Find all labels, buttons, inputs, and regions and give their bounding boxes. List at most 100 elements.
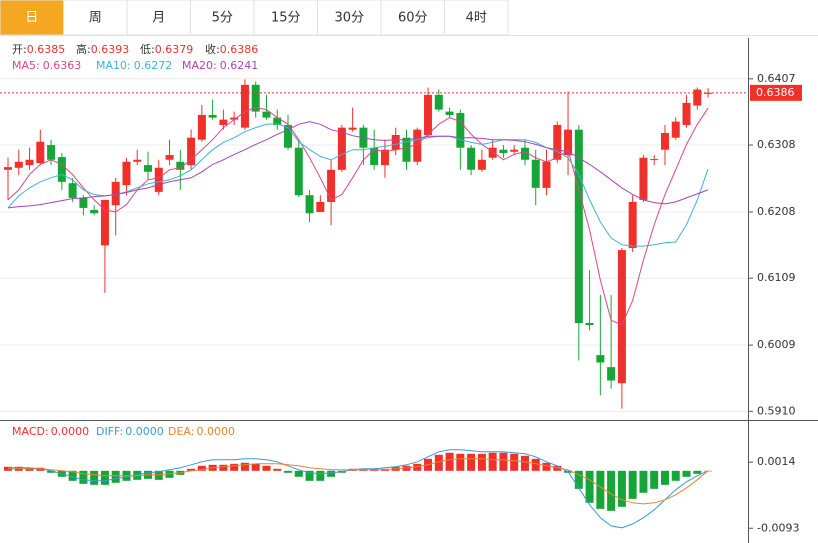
macd-legend-name: DIFF: [96,425,123,438]
macd-bar [520,455,529,471]
ohlc-value: 0.6386 [220,43,259,56]
ma-legend-value: 0.6241 [220,59,259,72]
last-price-label: 0.6386 [756,86,795,99]
tab-label[interactable]: 5分 [212,11,233,26]
candle-body [607,367,616,381]
candle-body [133,159,142,162]
candle-body [671,121,680,138]
candle-body [628,201,637,249]
macd-bar [628,470,637,499]
macd-bar [294,470,303,477]
candle-body [650,159,659,161]
tab-label[interactable]: 60分 [398,11,428,26]
macd-bar [111,470,120,483]
candle-body [370,147,379,166]
macd-bar [187,468,196,471]
candle-body [154,167,163,192]
candle-body [122,161,131,186]
candle-body [68,183,77,198]
candle-body [176,161,185,170]
candle-body [445,111,454,115]
tab[interactable] [126,0,191,36]
candle-body [337,127,346,170]
macd-bar [251,463,260,471]
last-price-tag [750,84,802,101]
candle-body [144,165,153,172]
candle-body [240,84,249,128]
macd-bar [79,470,88,484]
ohlc-value: 0.6393 [91,43,130,56]
macd-bar [467,453,476,471]
macd-legend-value: 0.0000 [125,425,164,438]
macd-legend: DEA: 0.0000 [168,425,235,438]
macd-bar [445,452,454,471]
candle-body [434,94,443,110]
ohlc-item: 高:0.6393 [76,42,129,56]
candle-body [499,149,508,154]
candle-body [510,149,519,152]
candle-body [660,133,669,150]
candle-body [90,209,99,214]
candle-body [488,147,497,158]
macd-bar [671,470,680,481]
tab[interactable] [0,0,64,36]
macd-bar [47,470,56,473]
y-tick-label: 0.6208 [757,205,796,218]
y-tick-label: 0.6407 [757,72,796,85]
candle-body [467,147,476,170]
macd-y-tick-label: -0.0093 [757,521,799,534]
ma-legend: MA10: 0.6272 [96,59,172,72]
ma-legend-value: 0.6363 [43,59,82,72]
macd-legend-value: 0.0000 [51,425,90,438]
macd-bar [240,462,249,471]
macd-legend-name: MACD: [12,425,49,438]
tab-label[interactable]: 月 [152,11,165,26]
ma-legend-value: 0.6272 [134,59,173,72]
macd-bar [284,470,293,473]
macd-bar [639,470,648,493]
tab-label[interactable]: 30分 [334,11,364,26]
candle-body [574,129,583,323]
candle-body [316,201,325,212]
candle-body [693,89,702,106]
candle-body [542,161,551,188]
macd-bar [585,470,594,503]
tab[interactable] [444,0,509,36]
candle-body [553,124,562,160]
macd-bar [100,470,109,485]
macd-bar [553,465,562,471]
candle-body [520,147,529,160]
candle-body [14,161,23,168]
tab[interactable] [253,0,318,36]
candle-body [402,137,411,162]
candle-body [79,197,88,208]
candle-body [111,181,120,206]
ohlc-label: 高: [76,42,91,56]
candle-body [456,112,465,148]
macd-line [8,458,709,505]
tab-label[interactable]: 15分 [271,11,301,26]
macd-legend: MACD: 0.0000 [12,425,89,438]
macd-bar [316,470,325,481]
tab-label[interactable]: 4时 [466,11,487,26]
macd-bar [219,464,228,471]
candle-body [596,355,605,363]
macd-legend: DIFF: 0.0000 [96,425,164,438]
tab-label[interactable]: 日 [25,11,38,26]
macd-bar [327,470,336,477]
ohlc-item: 收:0.6386 [205,42,258,56]
ohlc-item: 低:0.6379 [140,43,193,56]
candle-body [219,119,228,125]
macd-bar [197,465,206,471]
macd-bar [230,463,239,471]
candle-body [187,137,196,166]
candle-body [251,84,260,112]
macd-bar [607,470,616,511]
y-tick-label: 0.6109 [757,271,796,284]
candle-body [57,157,66,182]
macd-bar [617,470,626,507]
y-tick-label: 0.6308 [757,138,796,151]
macd-legend-name: DEA: [168,425,194,438]
tab-label[interactable]: 周 [89,11,102,26]
